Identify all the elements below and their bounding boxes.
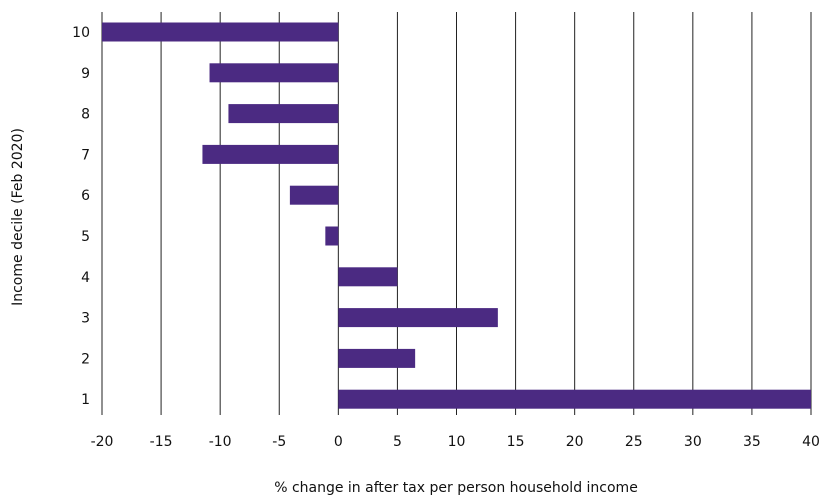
x-tick-label: 5 (393, 434, 402, 450)
x-tick-label: 15 (507, 434, 525, 450)
y-tick-label: 8 (81, 107, 90, 123)
bars (102, 22, 811, 409)
x-tick-label: -5 (272, 434, 286, 450)
y-tick-label: 9 (81, 66, 90, 82)
y-tick-label: 6 (81, 188, 90, 204)
bar-decile-9 (209, 63, 339, 83)
bar-decile-2 (338, 348, 416, 368)
grid-lines (101, 12, 812, 415)
bar-decile-3 (338, 308, 498, 328)
bar-decile-6 (289, 185, 339, 205)
x-tick-label: -20 (91, 434, 114, 450)
x-tick-label: 40 (802, 434, 820, 450)
x-tick-label: 25 (625, 434, 643, 450)
bar-decile-8 (228, 104, 339, 124)
y-tick-label: 3 (81, 311, 90, 327)
bar-decile-5 (325, 226, 339, 246)
y-tick-label: 5 (81, 229, 90, 245)
y-axis-title: Income decile (Feb 2020) (10, 128, 26, 306)
bar-decile-4 (338, 267, 398, 287)
x-tick-label: 0 (334, 434, 343, 450)
x-tick-labels: -20 -15 -10 -5 0 5 10 15 20 25 30 35 40 (91, 434, 820, 450)
bar-decile-7 (202, 144, 339, 164)
x-axis-title: % change in after tax per person househo… (274, 480, 638, 496)
y-tick-label: 10 (72, 25, 90, 41)
x-tick-label: 20 (566, 434, 584, 450)
y-tick-label: 7 (81, 147, 90, 163)
bar-decile-1 (338, 389, 811, 409)
y-tick-label: 2 (81, 351, 90, 367)
x-tick-label: 10 (448, 434, 466, 450)
bar-decile-10 (102, 22, 339, 42)
y-tick-label: 1 (81, 392, 90, 408)
x-tick-label: -15 (150, 434, 173, 450)
x-tick-label: 35 (743, 434, 761, 450)
x-tick-label: 30 (684, 434, 702, 450)
y-tick-label: 4 (81, 270, 90, 286)
y-tick-labels: 10 9 8 7 6 5 4 3 2 1 (72, 25, 90, 408)
x-tick-label: -10 (209, 434, 232, 450)
